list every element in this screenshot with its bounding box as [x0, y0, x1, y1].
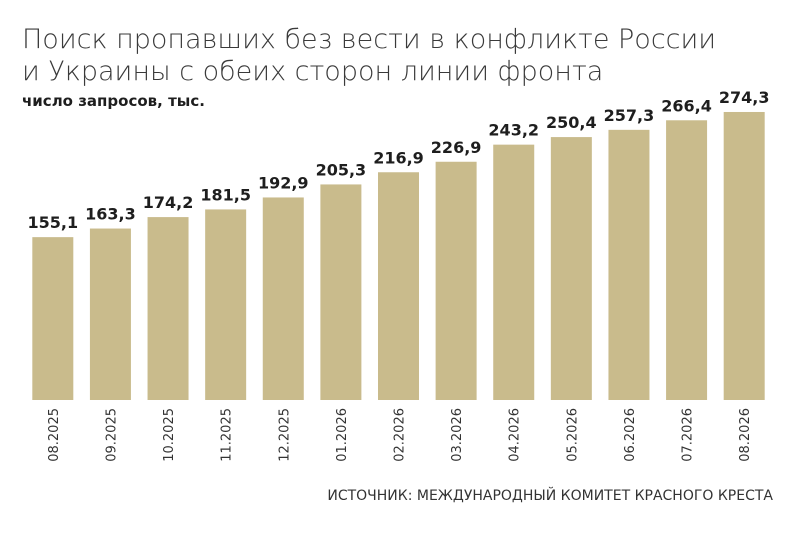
bar	[320, 184, 362, 400]
value-label: 266,4	[661, 96, 712, 115]
value-label: 155,1	[28, 213, 79, 232]
x-tick-label: 04.2026	[508, 408, 523, 462]
value-label: 174,2	[143, 193, 194, 212]
source: ИСТОЧНИК: МЕЖДУНАРОДНЫЙ КОМИТЕТ КРАСНОГО…	[327, 486, 773, 504]
bar	[666, 120, 708, 400]
bar	[32, 237, 74, 400]
value-label: 257,3	[604, 106, 655, 125]
x-tick-label: 02.2026	[393, 408, 408, 462]
x-tick-label: 01.2026	[335, 408, 350, 462]
x-tick-label: 11.2025	[220, 408, 235, 462]
chart-title: Поиск пропавших без вести в конфликте Ро…	[22, 24, 716, 55]
x-tick-label: 08.2025	[47, 408, 62, 462]
bar	[608, 129, 650, 400]
bar	[493, 144, 535, 400]
bar	[378, 172, 419, 400]
x-tick-label: 07.2026	[681, 408, 696, 462]
value-label: 192,9	[258, 173, 309, 192]
value-label: 274,3	[719, 88, 770, 107]
value-label: 250,4	[546, 113, 597, 132]
bar	[550, 137, 592, 400]
chart-title: и Украины с обеих сторон линии фронта	[22, 56, 603, 87]
value-label: 163,3	[85, 205, 136, 224]
value-label: 226,9	[431, 138, 482, 157]
bar	[723, 111, 765, 401]
x-tick-label: 12.2025	[277, 408, 292, 462]
x-tick-label: 09.2025	[104, 408, 119, 462]
value-label: 181,5	[200, 185, 251, 204]
x-tick-label: 10.2025	[162, 408, 177, 462]
chart-subtitle: число запросов, тыс.	[22, 92, 205, 110]
bar	[89, 228, 131, 400]
bar	[205, 209, 247, 400]
x-tick-label: 05.2026	[565, 408, 580, 462]
x-tick-label: 08.2026	[738, 408, 753, 462]
bar	[147, 217, 189, 400]
bar	[262, 197, 304, 400]
x-tick-label: 06.2026	[623, 408, 638, 462]
bar	[435, 161, 477, 400]
x-tick-label: 03.2026	[450, 408, 465, 462]
value-label: 243,2	[488, 121, 539, 140]
value-label: 216,9	[373, 148, 424, 167]
value-label: 205,3	[316, 160, 367, 179]
